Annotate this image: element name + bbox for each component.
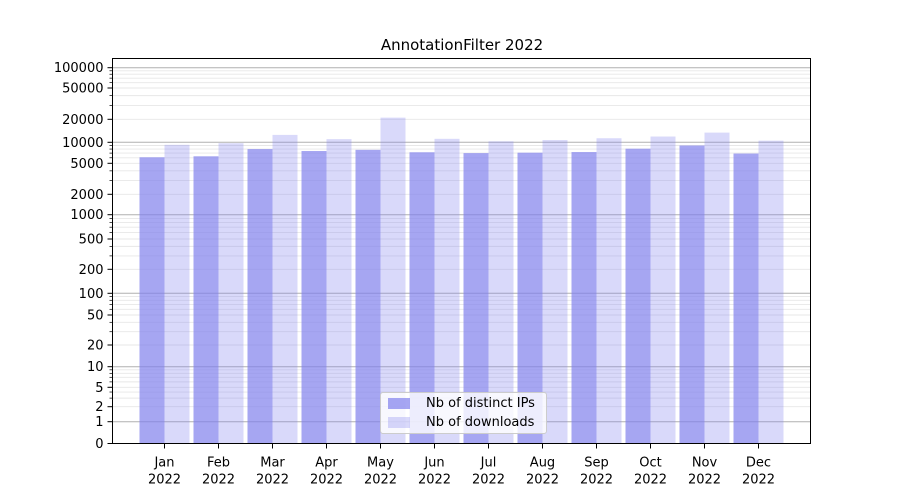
chart-title: AnnotationFilter 2022 bbox=[380, 36, 544, 54]
bar-distinct-ips-mar bbox=[247, 149, 273, 444]
y-tick-label: 50 bbox=[87, 309, 104, 324]
bar-distinct-ips-may bbox=[355, 149, 381, 444]
y-tick-label: 1000 bbox=[70, 208, 103, 223]
bar-downloads-jan bbox=[164, 144, 190, 444]
bar-downloads-may bbox=[380, 117, 406, 444]
y-tick-label: 100000 bbox=[54, 61, 104, 76]
x-tick-label-year: 2022 bbox=[580, 473, 613, 488]
y-tick-label: 10000 bbox=[62, 136, 103, 151]
bar-downloads-feb bbox=[218, 143, 244, 444]
x-tick-label-year: 2022 bbox=[688, 473, 721, 488]
legend-swatch-distinct-ips bbox=[388, 397, 410, 409]
legend-label-distinct-ips: Nb of distinct IPs bbox=[426, 395, 535, 411]
y-tick-label: 5000 bbox=[70, 157, 103, 172]
y-tick-label: 5 bbox=[95, 381, 103, 396]
bar-distinct-ips-sep bbox=[571, 152, 597, 444]
x-tick-label-year: 2022 bbox=[634, 473, 667, 488]
y-tick-label: 100 bbox=[79, 287, 104, 302]
x-tick-label-year: 2022 bbox=[202, 473, 235, 488]
x-tick-label-month: Jun bbox=[423, 456, 444, 471]
bar-distinct-ips-oct bbox=[625, 148, 651, 444]
bar-distinct-ips-nov bbox=[679, 145, 705, 444]
x-tick-label-year: 2022 bbox=[418, 473, 451, 488]
legend: Nb of distinct IPs Nb of downloads bbox=[380, 392, 547, 434]
x-tick-label-year: 2022 bbox=[310, 473, 343, 488]
bar-downloads-apr bbox=[326, 139, 352, 444]
bar-distinct-ips-dec bbox=[733, 153, 759, 444]
y-tick-label: 200 bbox=[79, 263, 104, 278]
bar-downloads-sep bbox=[596, 138, 622, 444]
y-tick-label: 2 bbox=[95, 400, 103, 415]
legend-swatch-downloads bbox=[388, 417, 410, 429]
legend-item-distinct-ips: Nb of distinct IPs bbox=[388, 394, 546, 412]
x-tick-label-month: Aug bbox=[530, 456, 555, 471]
y-tick-label: 20 bbox=[87, 339, 104, 354]
y-tick-label: 1 bbox=[95, 415, 103, 430]
x-tick-label-year: 2022 bbox=[148, 473, 181, 488]
x-tick-label-month: Jul bbox=[480, 456, 497, 471]
plot-border bbox=[112, 58, 811, 444]
bar-downloads-nov bbox=[704, 132, 730, 444]
y-tick-label: 2000 bbox=[70, 188, 103, 203]
bar-downloads-dec bbox=[758, 140, 784, 444]
bar-distinct-ips-apr bbox=[301, 151, 327, 444]
x-tick-label-month: Sep bbox=[584, 456, 609, 471]
x-tick-label-month: Mar bbox=[260, 456, 285, 471]
y-tick-label: 50000 bbox=[62, 82, 103, 97]
legend-label-downloads: Nb of downloads bbox=[426, 415, 535, 431]
x-tick-label-year: 2022 bbox=[742, 473, 775, 488]
bar-downloads-mar bbox=[272, 134, 298, 444]
x-tick-label-month: May bbox=[367, 456, 394, 471]
x-tick-label-month: Oct bbox=[639, 456, 661, 471]
bar-downloads-oct bbox=[650, 136, 676, 444]
x-tick-label-month: Dec bbox=[746, 456, 771, 471]
x-tick-label-month: Feb bbox=[207, 456, 230, 471]
x-tick-label-month: Apr bbox=[315, 456, 338, 471]
x-tick-label-year: 2022 bbox=[526, 473, 559, 488]
x-tick-label-year: 2022 bbox=[256, 473, 289, 488]
x-tick-label-year: 2022 bbox=[364, 473, 397, 488]
y-tick-label: 500 bbox=[79, 233, 104, 248]
bar-distinct-ips-feb bbox=[193, 156, 219, 444]
x-tick-label-year: 2022 bbox=[472, 473, 505, 488]
legend-item-downloads: Nb of downloads bbox=[388, 414, 546, 432]
x-tick-label-month: Nov bbox=[692, 456, 718, 471]
bar-distinct-ips-jan bbox=[139, 157, 165, 444]
x-tick-label-month: Jan bbox=[153, 456, 174, 471]
y-tick-label: 20000 bbox=[62, 113, 103, 128]
y-tick-label: 10 bbox=[87, 360, 104, 375]
y-tick-label: 0 bbox=[95, 437, 103, 452]
